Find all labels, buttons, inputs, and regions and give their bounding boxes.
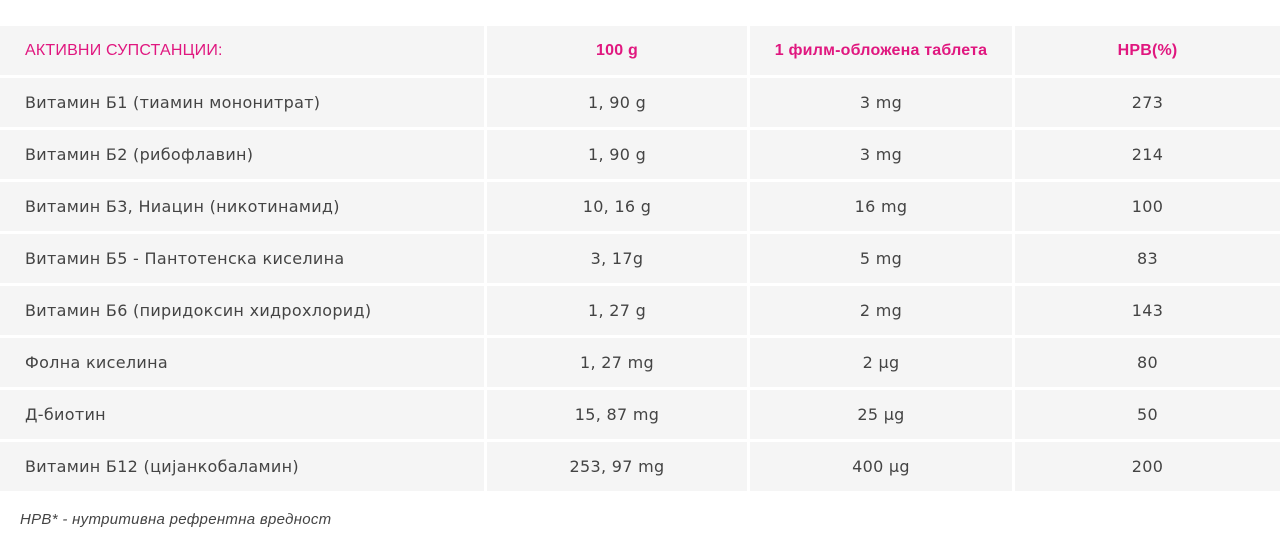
amount-per-tablet: 2 μg bbox=[750, 338, 1015, 390]
header-active-substances: АКТИВНИ СУПСТАНЦИИ: bbox=[0, 26, 487, 78]
substance-name: Витамин Б1 (тиамин мононитрат) bbox=[0, 78, 487, 130]
nrv-percent: 50 bbox=[1015, 390, 1280, 442]
nrv-percent: 273 bbox=[1015, 78, 1280, 130]
table-row: Фолна киселина 1, 27 mg 2 μg 80 bbox=[0, 338, 1280, 390]
amount-per-tablet: 400 μg bbox=[750, 442, 1015, 494]
substance-name: Витамин Б6 (пиридоксин хидрохлорид) bbox=[0, 286, 487, 338]
table-row: Витамин Б5 - Пантотенска киселина 3, 17g… bbox=[0, 234, 1280, 286]
table-row: Витамин Б1 (тиамин мононитрат) 1, 90 g 3… bbox=[0, 78, 1280, 130]
nrv-percent: 214 bbox=[1015, 130, 1280, 182]
table-row: Витамин Б12 (цијанкобаламин) 253, 97 mg … bbox=[0, 442, 1280, 494]
substance-name: Витамин Б5 - Пантотенска киселина bbox=[0, 234, 487, 286]
nrv-percent: 80 bbox=[1015, 338, 1280, 390]
table-row: Д-биотин 15, 87 mg 25 μg 50 bbox=[0, 390, 1280, 442]
table-row: Витамин Б2 (рибофлавин) 1, 90 g 3 mg 214 bbox=[0, 130, 1280, 182]
amount-per-tablet: 16 mg bbox=[750, 182, 1015, 234]
substance-name: Фолна киселина bbox=[0, 338, 487, 390]
substance-name: Витамин Б12 (цијанкобаламин) bbox=[0, 442, 487, 494]
amount-per-tablet: 2 mg bbox=[750, 286, 1015, 338]
amount-per-100g: 1, 27 mg bbox=[487, 338, 750, 390]
amount-per-100g: 1, 90 g bbox=[487, 130, 750, 182]
amount-per-100g: 15, 87 mg bbox=[487, 390, 750, 442]
nrv-percent: 100 bbox=[1015, 182, 1280, 234]
amount-per-tablet: 3 mg bbox=[750, 78, 1015, 130]
header-nrv-percent: НРВ(%) bbox=[1015, 26, 1280, 78]
nrv-percent: 83 bbox=[1015, 234, 1280, 286]
amount-per-tablet: 5 mg bbox=[750, 234, 1015, 286]
header-per-tablet: 1 филм-обложена таблета bbox=[750, 26, 1015, 78]
amount-per-100g: 1, 90 g bbox=[487, 78, 750, 130]
substance-name: Витамин Б3, Ниацин (никотинамид) bbox=[0, 182, 487, 234]
header-per-100g: 100 g bbox=[487, 26, 750, 78]
substance-name: Д-биотин bbox=[0, 390, 487, 442]
nrv-percent: 200 bbox=[1015, 442, 1280, 494]
table-row: Витамин Б3, Ниацин (никотинамид) 10, 16 … bbox=[0, 182, 1280, 234]
nutrition-table: АКТИВНИ СУПСТАНЦИИ: 100 g 1 филм-обложен… bbox=[0, 26, 1280, 494]
footnote: НРВ* - нутритивна рефрентна вредност bbox=[20, 511, 332, 528]
substance-name: Витамин Б2 (рибофлавин) bbox=[0, 130, 487, 182]
amount-per-tablet: 25 μg bbox=[750, 390, 1015, 442]
amount-per-100g: 253, 97 mg bbox=[487, 442, 750, 494]
amount-per-100g: 10, 16 g bbox=[487, 182, 750, 234]
table-header-row: АКТИВНИ СУПСТАНЦИИ: 100 g 1 филм-обложен… bbox=[0, 26, 1280, 78]
amount-per-tablet: 3 mg bbox=[750, 130, 1015, 182]
nrv-percent: 143 bbox=[1015, 286, 1280, 338]
amount-per-100g: 1, 27 g bbox=[487, 286, 750, 338]
amount-per-100g: 3, 17g bbox=[487, 234, 750, 286]
table-row: Витамин Б6 (пиридоксин хидрохлорид) 1, 2… bbox=[0, 286, 1280, 338]
